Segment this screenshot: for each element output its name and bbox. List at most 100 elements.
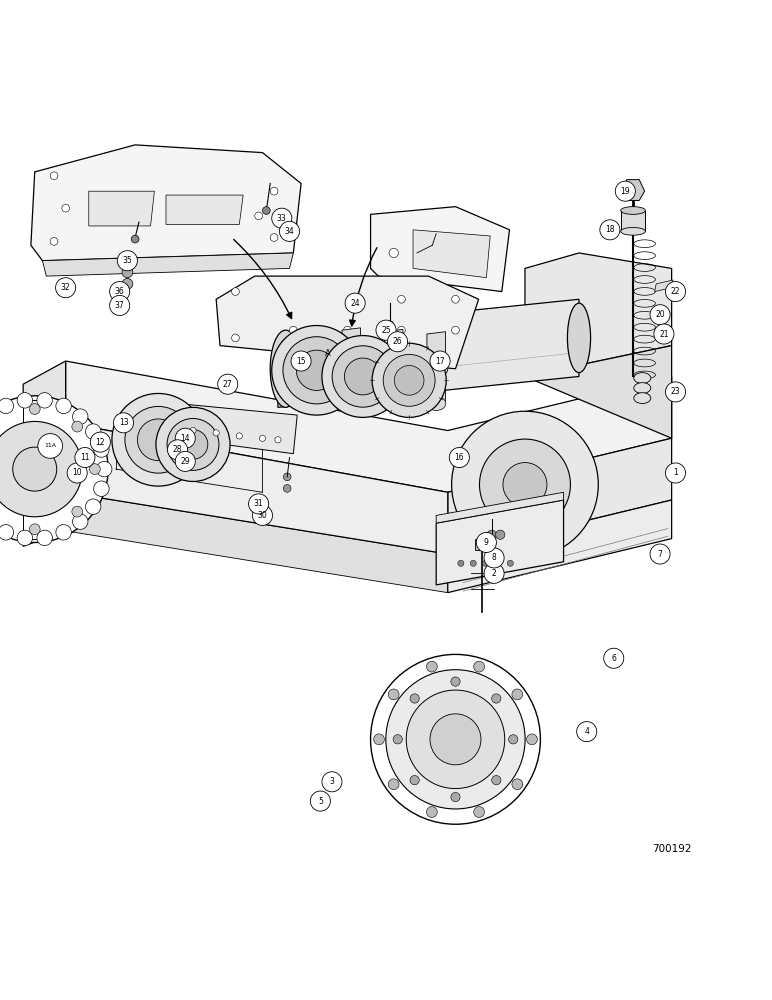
Circle shape [272,326,361,415]
Polygon shape [66,492,448,593]
Text: 14: 14 [181,434,190,443]
Circle shape [17,393,32,408]
Ellipse shape [425,360,448,377]
Circle shape [137,419,179,461]
Circle shape [371,654,540,824]
Circle shape [430,351,450,371]
Circle shape [344,358,381,395]
Circle shape [665,463,686,483]
Polygon shape [475,539,490,550]
Circle shape [388,689,399,700]
Circle shape [232,288,239,295]
Circle shape [451,792,460,802]
Circle shape [56,278,76,298]
Circle shape [112,393,205,486]
Text: 6: 6 [611,654,616,663]
Circle shape [577,722,597,742]
Circle shape [484,548,504,568]
Text: 23: 23 [671,387,680,396]
Text: 31: 31 [254,499,263,508]
Circle shape [310,791,330,811]
Circle shape [93,481,109,496]
Circle shape [283,485,291,492]
Text: 9: 9 [484,538,489,547]
Circle shape [190,427,196,434]
Text: 28: 28 [173,445,182,454]
Polygon shape [66,423,448,554]
Circle shape [615,181,635,201]
Circle shape [492,776,501,785]
Circle shape [90,464,100,475]
Text: 700192: 700192 [652,844,692,854]
Circle shape [275,437,281,443]
Circle shape [168,440,188,460]
Text: 32: 32 [61,283,70,292]
Circle shape [156,407,230,481]
Text: 29: 29 [181,457,190,466]
Circle shape [249,494,269,514]
Circle shape [386,670,525,809]
Circle shape [650,305,670,325]
Polygon shape [448,438,672,554]
Circle shape [452,295,459,303]
Circle shape [96,461,112,477]
Circle shape [56,398,71,414]
Circle shape [654,324,674,344]
Ellipse shape [426,397,445,410]
Text: 18: 18 [605,225,615,234]
Polygon shape [278,299,579,407]
Circle shape [37,530,52,546]
Circle shape [495,560,501,566]
Polygon shape [621,211,645,231]
Ellipse shape [567,303,591,373]
Polygon shape [413,230,490,278]
Circle shape [458,560,464,566]
Ellipse shape [270,330,301,407]
Circle shape [178,430,208,459]
Polygon shape [436,500,564,585]
Circle shape [252,505,273,525]
Circle shape [73,514,88,529]
Circle shape [665,282,686,302]
Circle shape [56,525,71,540]
Circle shape [90,432,110,452]
Circle shape [117,251,137,271]
Ellipse shape [634,373,651,383]
Circle shape [389,248,398,258]
Text: 30: 30 [258,511,267,520]
Text: 3: 3 [330,777,334,786]
Circle shape [283,473,291,481]
Circle shape [345,293,365,313]
Circle shape [125,406,191,473]
Circle shape [283,337,350,404]
Text: 11: 11 [80,453,90,462]
Circle shape [376,320,396,340]
Circle shape [650,544,670,564]
Polygon shape [409,693,510,755]
Circle shape [50,172,58,180]
Ellipse shape [384,396,403,411]
Circle shape [492,694,501,703]
Circle shape [38,434,63,458]
Circle shape [72,421,83,432]
Text: 37: 37 [115,301,124,310]
Circle shape [12,447,57,491]
Text: 8: 8 [492,553,496,562]
Circle shape [175,428,195,448]
Polygon shape [448,500,672,593]
Circle shape [110,295,130,315]
Text: 16: 16 [455,453,464,462]
Circle shape [0,396,108,542]
Circle shape [451,677,460,686]
Ellipse shape [634,383,651,393]
Text: 27: 27 [223,380,232,389]
Circle shape [426,807,437,817]
Circle shape [322,336,404,417]
Text: 35: 35 [123,256,132,265]
Polygon shape [42,253,293,276]
Text: 19: 19 [621,187,630,196]
Circle shape [259,435,266,441]
Ellipse shape [341,396,361,411]
Circle shape [507,560,513,566]
Circle shape [372,343,446,417]
